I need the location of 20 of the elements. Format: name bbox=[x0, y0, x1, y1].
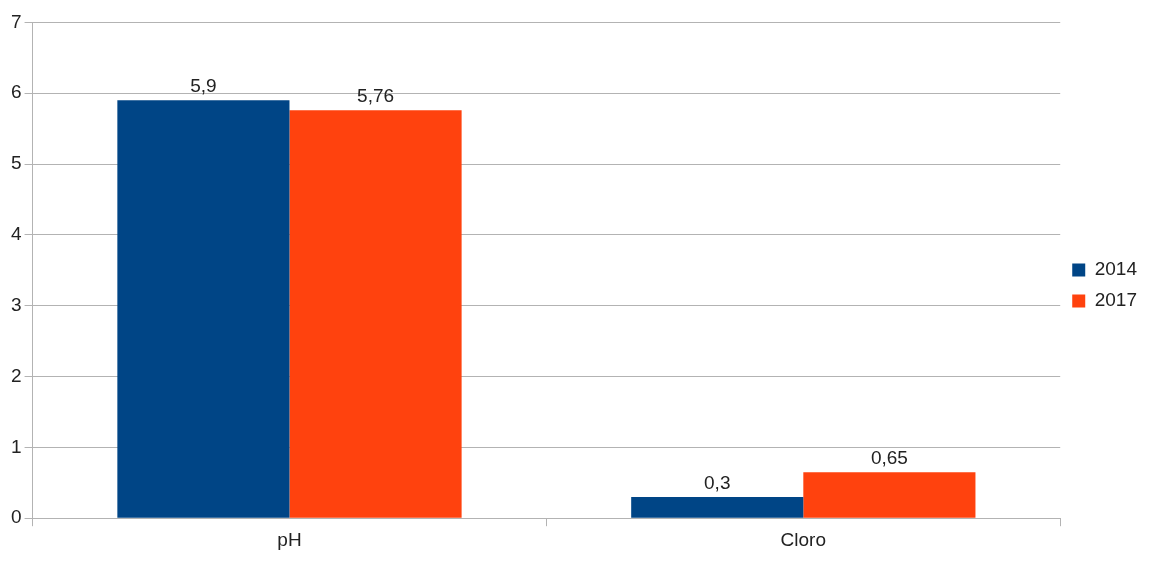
legend-label: 2017 bbox=[1094, 289, 1138, 311]
y-tick-label: 0 bbox=[10, 506, 22, 528]
y-tick-label: 5 bbox=[10, 152, 22, 174]
y-tick-label: 1 bbox=[10, 435, 22, 457]
x-tick-label: pH bbox=[277, 528, 302, 550]
data-label: 0,65 bbox=[870, 446, 908, 468]
bar bbox=[289, 110, 462, 518]
y-tick-label: 2 bbox=[10, 364, 22, 386]
y-tick-label: 3 bbox=[10, 293, 22, 315]
y-tick-label: 6 bbox=[10, 81, 22, 103]
x-tick-label: Cloro bbox=[780, 528, 827, 550]
y-tick-label: 4 bbox=[10, 223, 22, 245]
y-tick-label: 7 bbox=[10, 10, 22, 32]
data-label: 0,3 bbox=[704, 471, 731, 493]
legend-label: 2014 bbox=[1094, 258, 1138, 280]
data-label: 5,76 bbox=[357, 84, 395, 106]
bar bbox=[117, 100, 290, 518]
bar bbox=[631, 496, 804, 518]
data-label: 5,9 bbox=[190, 75, 217, 97]
bar bbox=[803, 472, 976, 518]
